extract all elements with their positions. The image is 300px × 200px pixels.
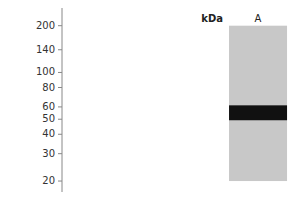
chart: 20 30 40 5060 80 100 140 200 AkDa <box>0 0 300 200</box>
y-tick-label: 200 <box>36 20 55 31</box>
y-tick <box>58 25 62 26</box>
y-tick <box>58 134 62 135</box>
y-tick <box>58 87 62 88</box>
y-tick-label: 140 <box>36 44 55 55</box>
y-tick-label: 40 <box>42 128 55 139</box>
y-tick-label: 20 <box>42 175 55 186</box>
gel-lane <box>229 26 287 181</box>
y-tick <box>58 72 62 73</box>
chart-container: 20 30 40 5060 80 100 140 200 AkDa <box>0 0 300 200</box>
y-tick <box>58 119 62 120</box>
band <box>229 105 287 120</box>
plot-area <box>229 26 287 181</box>
y-tick <box>58 106 62 107</box>
y-tick-label: 60 <box>42 101 55 112</box>
y-tick-label: 80 <box>42 82 55 93</box>
y-tick <box>58 181 62 182</box>
y-tick-label: 100 <box>36 66 55 77</box>
y-axis-line <box>62 8 63 192</box>
y-tick-label: 50 <box>42 113 55 124</box>
y-tick-label: 30 <box>42 148 55 159</box>
unit-label: kDa <box>201 13 223 24</box>
y-tick <box>58 49 62 50</box>
y-tick <box>58 153 62 154</box>
lane-label: A <box>255 13 262 24</box>
